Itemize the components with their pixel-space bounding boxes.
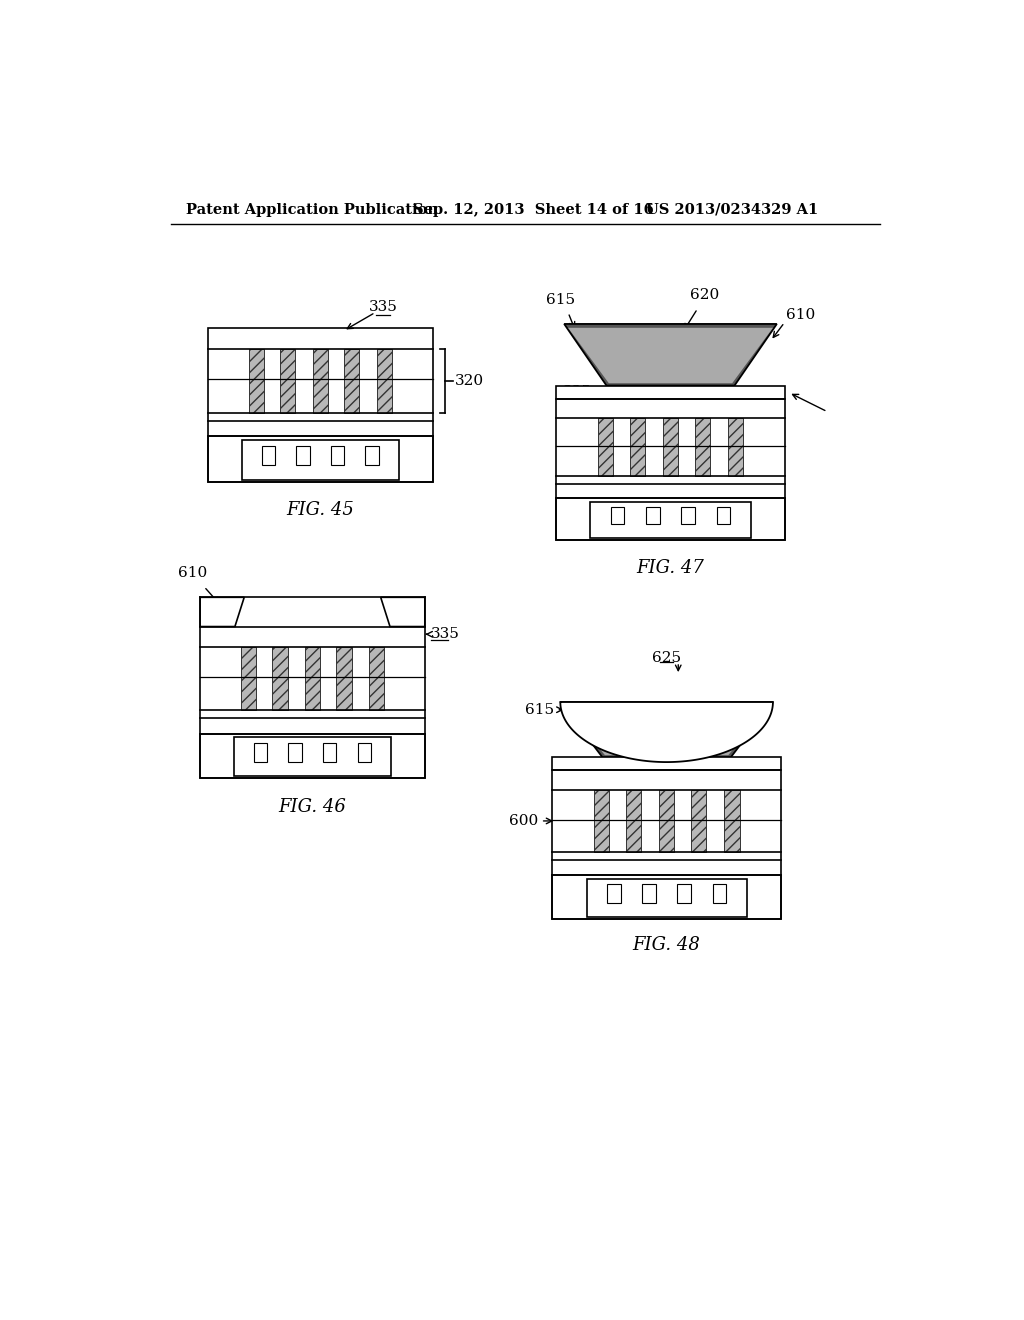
Bar (728, 418, 743, 477)
Bar (724, 789, 739, 851)
Bar (663, 418, 678, 477)
Text: US 2013/0234329 A1: US 2013/0234329 A1 (646, 203, 818, 216)
Bar (272, 647, 288, 710)
Text: 615: 615 (546, 293, 574, 308)
Bar (556, 400, 784, 540)
Text: 335: 335 (562, 385, 591, 400)
Bar (200, 734, 425, 779)
Bar (556, 498, 784, 540)
Bar (357, 743, 371, 762)
Bar (556, 400, 784, 540)
Bar (552, 770, 781, 919)
Polygon shape (568, 327, 773, 383)
Bar (208, 327, 432, 482)
Bar (598, 418, 613, 477)
Polygon shape (564, 323, 777, 385)
Text: 625: 625 (652, 651, 681, 665)
Bar (254, 743, 267, 762)
Bar (594, 789, 609, 851)
Bar (336, 647, 351, 710)
Polygon shape (560, 702, 773, 758)
Bar (289, 743, 302, 762)
Bar (678, 884, 691, 903)
Text: 320: 320 (455, 374, 484, 388)
Bar (607, 884, 621, 903)
Text: Sep. 12, 2013  Sheet 14 of 16: Sep. 12, 2013 Sheet 14 of 16 (414, 203, 654, 216)
Text: 620: 620 (690, 288, 719, 302)
Text: FIG. 45: FIG. 45 (287, 502, 354, 519)
Text: FIG. 46: FIG. 46 (279, 797, 346, 816)
Text: 335: 335 (369, 300, 397, 314)
Bar (208, 327, 432, 482)
Bar (717, 507, 730, 524)
Bar (552, 875, 781, 919)
Bar (305, 647, 321, 710)
Bar (249, 348, 264, 412)
Polygon shape (560, 702, 773, 762)
Bar (200, 627, 425, 779)
Bar (691, 789, 707, 851)
Text: 600: 600 (509, 814, 539, 828)
Bar (241, 647, 256, 710)
Bar (587, 879, 746, 917)
Bar (630, 418, 645, 477)
Bar (552, 770, 781, 919)
Bar (296, 446, 309, 465)
Bar (681, 507, 695, 524)
Bar (591, 502, 751, 537)
Bar (713, 884, 726, 903)
Polygon shape (381, 597, 425, 627)
Text: 610: 610 (786, 308, 815, 322)
Text: 615: 615 (525, 702, 554, 717)
Bar (312, 348, 328, 412)
Bar (611, 507, 625, 524)
Bar (208, 437, 432, 482)
Bar (642, 884, 655, 903)
Bar (377, 348, 392, 412)
Polygon shape (200, 597, 244, 627)
Bar (369, 647, 384, 710)
Text: 610: 610 (178, 566, 207, 581)
Bar (242, 440, 399, 480)
Bar (552, 758, 781, 770)
Text: FIG. 48: FIG. 48 (633, 936, 700, 954)
Bar (556, 385, 784, 400)
Bar (280, 348, 295, 412)
Text: 335: 335 (431, 627, 460, 642)
Bar (323, 743, 337, 762)
Bar (261, 446, 275, 465)
Bar (331, 446, 344, 465)
Bar (344, 348, 359, 412)
Text: FIG. 47: FIG. 47 (637, 558, 705, 577)
Text: Patent Application Publication: Patent Application Publication (186, 203, 438, 216)
Bar (646, 507, 659, 524)
Polygon shape (564, 706, 769, 755)
Bar (200, 627, 425, 779)
Bar (626, 789, 641, 851)
Bar (694, 418, 711, 477)
Bar (366, 446, 379, 465)
Bar (658, 789, 675, 851)
Bar (233, 737, 391, 776)
